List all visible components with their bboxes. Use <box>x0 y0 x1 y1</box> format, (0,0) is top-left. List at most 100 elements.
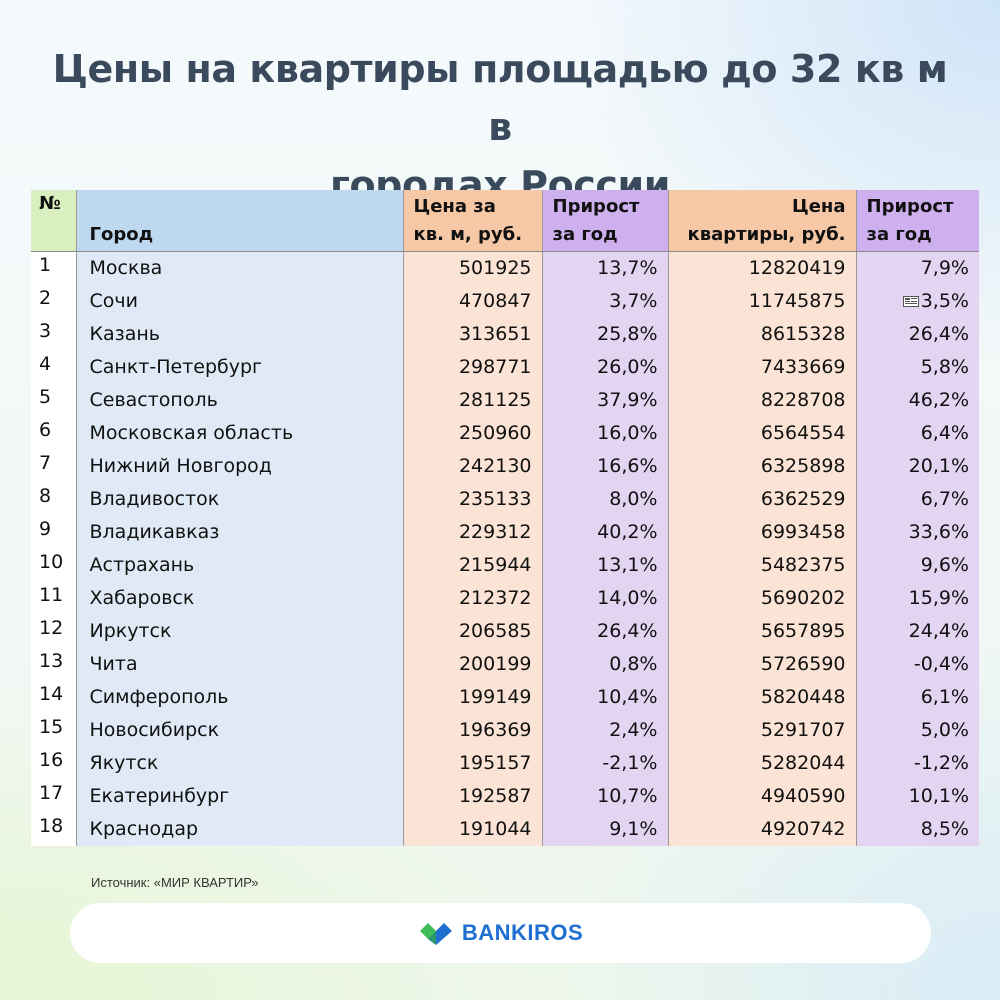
row-growth-apartment[interactable]: 20,1% <box>856 450 979 483</box>
row-city[interactable]: Симферополь <box>76 681 404 714</box>
row-growth-per-m[interactable]: 40,2% <box>542 516 669 549</box>
row-price-apartment[interactable]: 5820448 <box>668 681 857 714</box>
header-city[interactable]: Город <box>76 190 404 252</box>
row-price-apartment[interactable]: 7433669 <box>668 351 857 384</box>
row-num[interactable]: 13 <box>31 648 77 681</box>
row-growth-per-m[interactable]: 10,4% <box>542 681 669 714</box>
row-num[interactable]: 9 <box>31 516 77 549</box>
row-city[interactable]: Иркутск <box>76 615 404 648</box>
row-price-apartment[interactable]: 11745875 <box>668 285 857 318</box>
quick-analysis-icon[interactable] <box>902 296 919 307</box>
row-growth-apartment[interactable]: 5,8% <box>856 351 979 384</box>
row-price-per-m[interactable]: 195157 <box>403 747 543 780</box>
row-price-per-m[interactable]: 199149 <box>403 681 543 714</box>
row-growth-apartment[interactable]: 46,2% <box>856 384 979 417</box>
row-city[interactable]: Москва <box>76 251 404 285</box>
row-num[interactable]: 18 <box>31 813 77 846</box>
row-price-per-m[interactable]: 501925 <box>403 251 543 285</box>
row-price-per-m[interactable]: 200199 <box>403 648 543 681</box>
row-growth-apartment[interactable]: 9,6% <box>856 549 979 582</box>
header-price-per-m[interactable]: Цена за кв. м, руб. <box>403 190 543 252</box>
row-growth-apartment[interactable]: 10,1% <box>856 780 979 813</box>
row-price-per-m[interactable]: 229312 <box>403 516 543 549</box>
row-price-apartment[interactable]: 5657895 <box>668 615 857 648</box>
row-num[interactable]: 14 <box>31 681 77 714</box>
row-city[interactable]: Хабаровск <box>76 582 404 615</box>
row-growth-apartment[interactable]: 24,4% <box>856 615 979 648</box>
row-growth-apartment[interactable]: 8,5% <box>856 813 979 846</box>
row-price-apartment[interactable]: 6362529 <box>668 483 857 516</box>
row-city[interactable]: Астрахань <box>76 549 404 582</box>
row-num[interactable]: 15 <box>31 714 77 747</box>
row-growth-apartment[interactable]: 6,4% <box>856 417 979 450</box>
header-price-apartment[interactable]: Цена квартиры, руб. <box>668 190 857 252</box>
row-city[interactable]: Владикавказ <box>76 516 404 549</box>
row-growth-per-m[interactable]: -2,1% <box>542 747 669 780</box>
row-price-apartment[interactable]: 5482375 <box>668 549 857 582</box>
row-price-per-m[interactable]: 196369 <box>403 714 543 747</box>
row-price-apartment[interactable]: 4940590 <box>668 780 857 813</box>
row-growth-apartment-with-icon[interactable]: 3,5% <box>856 285 979 318</box>
row-num[interactable]: 17 <box>31 780 77 813</box>
row-price-apartment[interactable]: 5690202 <box>668 582 857 615</box>
row-city[interactable]: Владивосток <box>76 483 404 516</box>
row-price-apartment[interactable]: 12820419 <box>668 251 857 285</box>
row-growth-apartment[interactable]: 15,9% <box>856 582 979 615</box>
row-num[interactable]: 16 <box>31 747 77 780</box>
row-city[interactable]: Сочи <box>76 285 404 318</box>
header-growth-per-m[interactable]: Прирост за год <box>542 190 669 252</box>
row-growth-per-m[interactable]: 25,8% <box>542 318 669 351</box>
row-price-per-m[interactable]: 215944 <box>403 549 543 582</box>
row-city[interactable]: Севастополь <box>76 384 404 417</box>
row-growth-apartment[interactable]: 26,4% <box>856 318 979 351</box>
row-price-per-m[interactable]: 242130 <box>403 450 543 483</box>
row-price-apartment[interactable]: 5291707 <box>668 714 857 747</box>
row-city[interactable]: Новосибирск <box>76 714 404 747</box>
row-growth-per-m[interactable]: 8,0% <box>542 483 669 516</box>
row-price-apartment[interactable]: 6564554 <box>668 417 857 450</box>
row-price-apartment[interactable]: 8228708 <box>668 384 857 417</box>
row-growth-apartment[interactable]: -1,2% <box>856 747 979 780</box>
header-num[interactable]: № <box>31 190 77 252</box>
row-price-per-m[interactable]: 281125 <box>403 384 543 417</box>
row-growth-apartment[interactable]: 7,9% <box>856 251 979 285</box>
row-growth-apartment[interactable]: 6,1% <box>856 681 979 714</box>
row-growth-apartment[interactable]: 5,0% <box>856 714 979 747</box>
row-growth-per-m[interactable]: 37,9% <box>542 384 669 417</box>
row-price-apartment[interactable]: 5726590 <box>668 648 857 681</box>
row-price-apartment[interactable]: 5282044 <box>668 747 857 780</box>
row-growth-apartment[interactable]: -0,4% <box>856 648 979 681</box>
row-num[interactable]: 6 <box>31 417 77 450</box>
row-city[interactable]: Екатеринбург <box>76 780 404 813</box>
row-growth-per-m[interactable]: 3,7% <box>542 285 669 318</box>
row-city[interactable]: Санкт-Петербург <box>76 351 404 384</box>
row-num[interactable]: 2 <box>31 285 77 318</box>
row-price-per-m[interactable]: 235133 <box>403 483 543 516</box>
row-num[interactable]: 11 <box>31 582 77 615</box>
row-price-apartment[interactable]: 8615328 <box>668 318 857 351</box>
row-price-per-m[interactable]: 191044 <box>403 813 543 846</box>
row-price-per-m[interactable]: 298771 <box>403 351 543 384</box>
row-growth-per-m[interactable]: 14,0% <box>542 582 669 615</box>
row-city[interactable]: Казань <box>76 318 404 351</box>
row-growth-per-m[interactable]: 26,0% <box>542 351 669 384</box>
row-growth-per-m[interactable]: 16,6% <box>542 450 669 483</box>
row-growth-per-m[interactable]: 10,7% <box>542 780 669 813</box>
row-price-per-m[interactable]: 192587 <box>403 780 543 813</box>
row-growth-per-m[interactable]: 2,4% <box>542 714 669 747</box>
row-num[interactable]: 3 <box>31 318 77 351</box>
row-num[interactable]: 1 <box>31 251 77 285</box>
row-price-per-m[interactable]: 212372 <box>403 582 543 615</box>
row-growth-per-m[interactable]: 9,1% <box>542 813 669 846</box>
row-growth-per-m[interactable]: 16,0% <box>542 417 669 450</box>
row-price-per-m[interactable]: 206585 <box>403 615 543 648</box>
row-price-apartment[interactable]: 4920742 <box>668 813 857 846</box>
row-price-apartment[interactable]: 6993458 <box>668 516 857 549</box>
row-num[interactable]: 5 <box>31 384 77 417</box>
row-num[interactable]: 8 <box>31 483 77 516</box>
row-num[interactable]: 4 <box>31 351 77 384</box>
row-price-apartment[interactable]: 6325898 <box>668 450 857 483</box>
row-growth-per-m[interactable]: 0,8% <box>542 648 669 681</box>
row-price-per-m[interactable]: 313651 <box>403 318 543 351</box>
row-city[interactable]: Чита <box>76 648 404 681</box>
